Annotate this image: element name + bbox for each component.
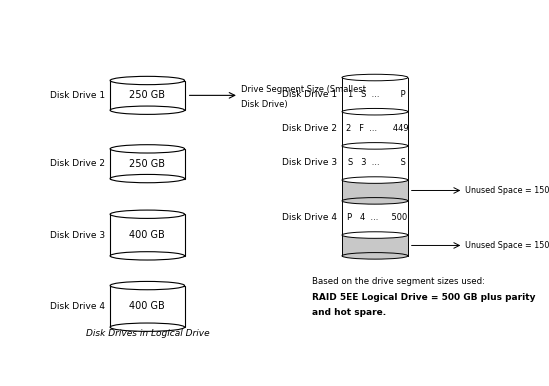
Ellipse shape: [110, 323, 184, 331]
Text: Based on the drive segment sizes used:: Based on the drive segment sizes used:: [312, 277, 485, 286]
Text: 250 GB: 250 GB: [130, 90, 165, 100]
Text: Unused Space = 150 GB: Unused Space = 150 GB: [466, 241, 549, 250]
Text: 250 GB: 250 GB: [130, 159, 165, 169]
Ellipse shape: [342, 108, 408, 115]
Ellipse shape: [342, 198, 408, 204]
Text: Disk Drive 3: Disk Drive 3: [282, 159, 337, 168]
Ellipse shape: [110, 174, 184, 183]
Ellipse shape: [110, 145, 184, 153]
Text: Disk Drive 1: Disk Drive 1: [50, 91, 105, 100]
Polygon shape: [342, 235, 408, 256]
Text: P   4  ...     500: P 4 ... 500: [347, 213, 407, 222]
Text: Disk Drive 4: Disk Drive 4: [50, 302, 105, 311]
Text: Disk Drive 4: Disk Drive 4: [282, 213, 337, 222]
Polygon shape: [110, 81, 184, 110]
Text: Disk Drive 2: Disk Drive 2: [282, 124, 337, 133]
Ellipse shape: [110, 106, 184, 114]
Text: Disk Drive 3: Disk Drive 3: [50, 230, 105, 240]
Ellipse shape: [110, 210, 184, 218]
Text: 2   F  ...      449: 2 F ... 449: [346, 124, 408, 133]
Ellipse shape: [110, 76, 184, 85]
Ellipse shape: [342, 177, 408, 183]
Text: Disk Drive): Disk Drive): [241, 100, 288, 109]
Text: Disk Drive 1: Disk Drive 1: [282, 90, 337, 99]
Polygon shape: [110, 214, 184, 256]
Polygon shape: [110, 286, 184, 327]
Ellipse shape: [110, 281, 184, 290]
Text: 400 GB: 400 GB: [130, 230, 165, 240]
Ellipse shape: [342, 142, 408, 149]
Ellipse shape: [342, 74, 408, 81]
Ellipse shape: [110, 252, 184, 260]
Polygon shape: [110, 149, 184, 179]
Ellipse shape: [342, 252, 408, 259]
Polygon shape: [342, 180, 408, 201]
Text: RAID 5EE Logical Drive = 500 GB plus parity: RAID 5EE Logical Drive = 500 GB plus par…: [312, 293, 536, 302]
Text: 1   S  ...        P: 1 S ... P: [348, 90, 406, 99]
Text: 400 GB: 400 GB: [130, 301, 165, 312]
Text: Disk Drive 2: Disk Drive 2: [50, 159, 105, 168]
Text: Drive Segment Size (Smallest: Drive Segment Size (Smallest: [241, 85, 366, 94]
Polygon shape: [342, 78, 408, 112]
Text: Unused Space = 150 GB: Unused Space = 150 GB: [466, 186, 549, 195]
Polygon shape: [342, 146, 408, 180]
Polygon shape: [342, 112, 408, 146]
Text: Disk Drives in Logical Drive: Disk Drives in Logical Drive: [86, 329, 209, 338]
Polygon shape: [342, 201, 408, 235]
Text: and hot spare.: and hot spare.: [312, 308, 386, 317]
Text: S   3  ...        S: S 3 ... S: [348, 159, 406, 168]
Ellipse shape: [342, 232, 408, 238]
